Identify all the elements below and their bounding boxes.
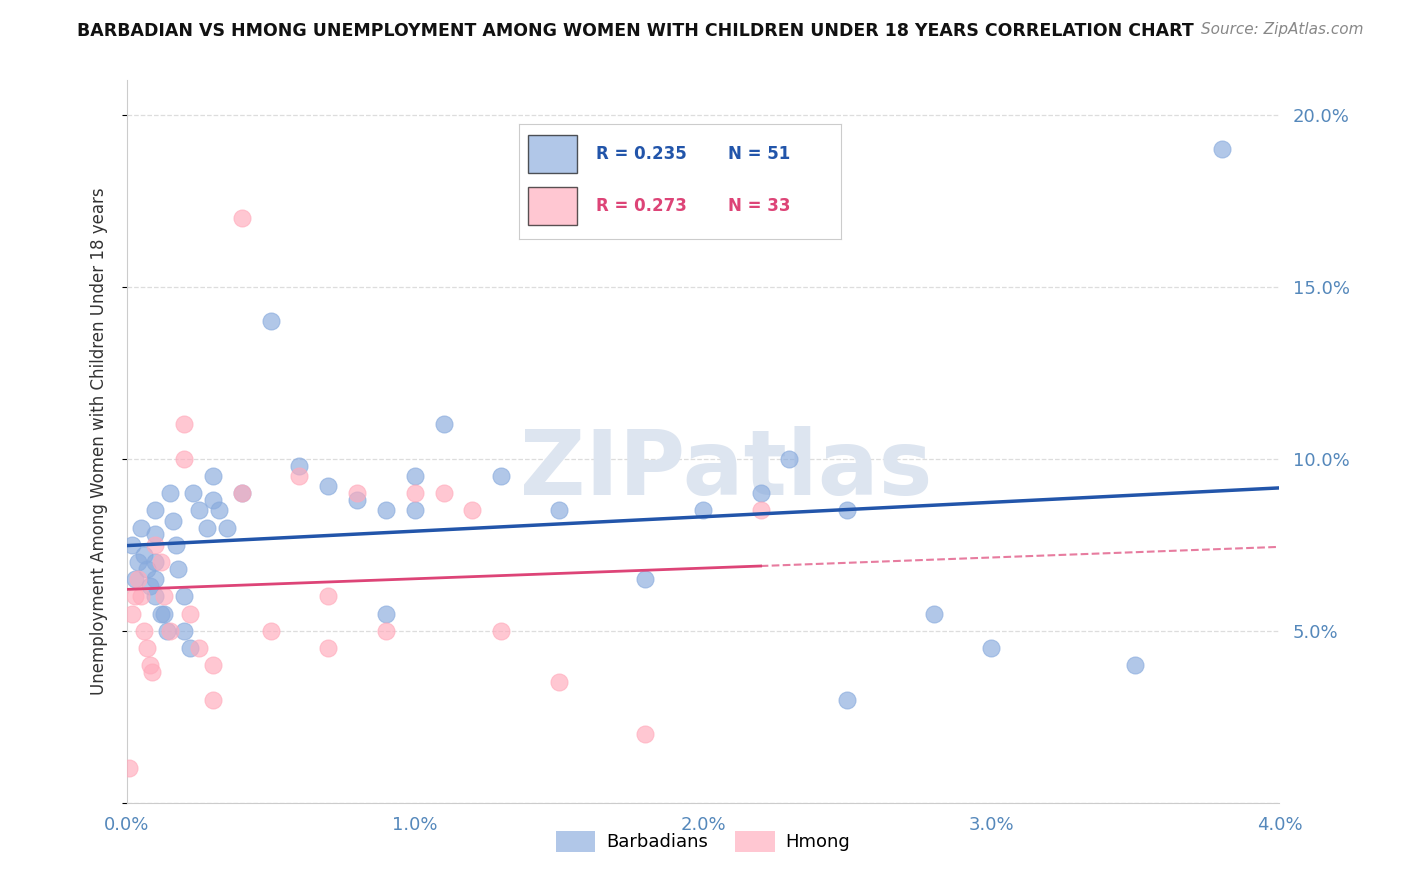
Point [167,562,190,576]
Point [127,572,149,586]
Point [165,538,187,552]
Point [779,451,801,466]
Point [129,590,152,604]
Point [138,579,160,593]
Point [922,607,945,621]
Point [145,555,166,569]
Point [132,624,155,638]
Point [259,314,281,328]
Point [346,486,368,500]
Point [173,624,195,638]
Point [173,590,195,604]
Point [259,624,281,638]
Point [187,640,209,655]
Point [173,451,195,466]
Point [374,624,398,638]
Point [124,590,146,604]
Point [1125,658,1147,673]
Point [138,658,160,673]
Point [145,590,166,604]
Point [195,520,218,534]
Text: ZIPatlas: ZIPatlas [520,426,932,515]
Point [132,548,155,562]
Point [318,479,340,493]
Point [634,572,657,586]
Point [145,503,166,517]
Point [835,692,858,706]
Point [980,640,1002,655]
Point [150,555,173,569]
Point [121,538,143,552]
Point [489,469,512,483]
Point [159,624,181,638]
Text: Source: ZipAtlas.com: Source: ZipAtlas.com [1201,22,1364,37]
Point [404,486,426,500]
Point [374,607,398,621]
Point [202,692,225,706]
Point [202,493,225,508]
Point [179,640,201,655]
Point [202,469,225,483]
Point [153,607,176,621]
Point [150,607,173,621]
Point [135,562,157,576]
Point [179,607,201,621]
Point [217,520,239,534]
Point [159,486,181,500]
Point [231,211,253,225]
Point [433,417,456,432]
Point [749,486,772,500]
Point [181,486,204,500]
Point [461,503,484,517]
Text: BARBADIAN VS HMONG UNEMPLOYMENT AMONG WOMEN WITH CHILDREN UNDER 18 YEARS CORRELA: BARBADIAN VS HMONG UNEMPLOYMENT AMONG WO… [77,22,1194,40]
Y-axis label: Unemployment Among Women with Children Under 18 years: Unemployment Among Women with Children U… [90,187,108,696]
Point [548,503,571,517]
Point [288,469,311,483]
Point [173,417,195,432]
Point [374,503,398,517]
Point [153,590,176,604]
Point [231,486,253,500]
Point [156,624,179,638]
Point [318,590,340,604]
Point [141,665,163,679]
Legend: Barbadians, Hmong: Barbadians, Hmong [548,823,858,859]
Point [346,493,368,508]
Point [187,503,209,517]
Point [433,486,456,500]
Point [749,503,772,517]
Point [1211,142,1233,156]
Point [548,675,571,690]
Point [489,624,512,638]
Point [162,514,184,528]
Point [145,538,166,552]
Point [231,486,253,500]
Point [835,503,858,517]
Point [318,640,340,655]
Point [121,607,143,621]
Point [404,503,426,517]
Point [145,527,166,541]
Point [404,469,426,483]
Point [288,458,311,473]
Point [202,658,225,673]
Point [135,640,157,655]
Point [145,572,166,586]
Point [634,727,657,741]
Point [692,503,714,517]
Point [124,572,146,586]
Point [127,555,149,569]
Point [118,761,141,775]
Point [208,503,231,517]
Point [129,520,152,534]
